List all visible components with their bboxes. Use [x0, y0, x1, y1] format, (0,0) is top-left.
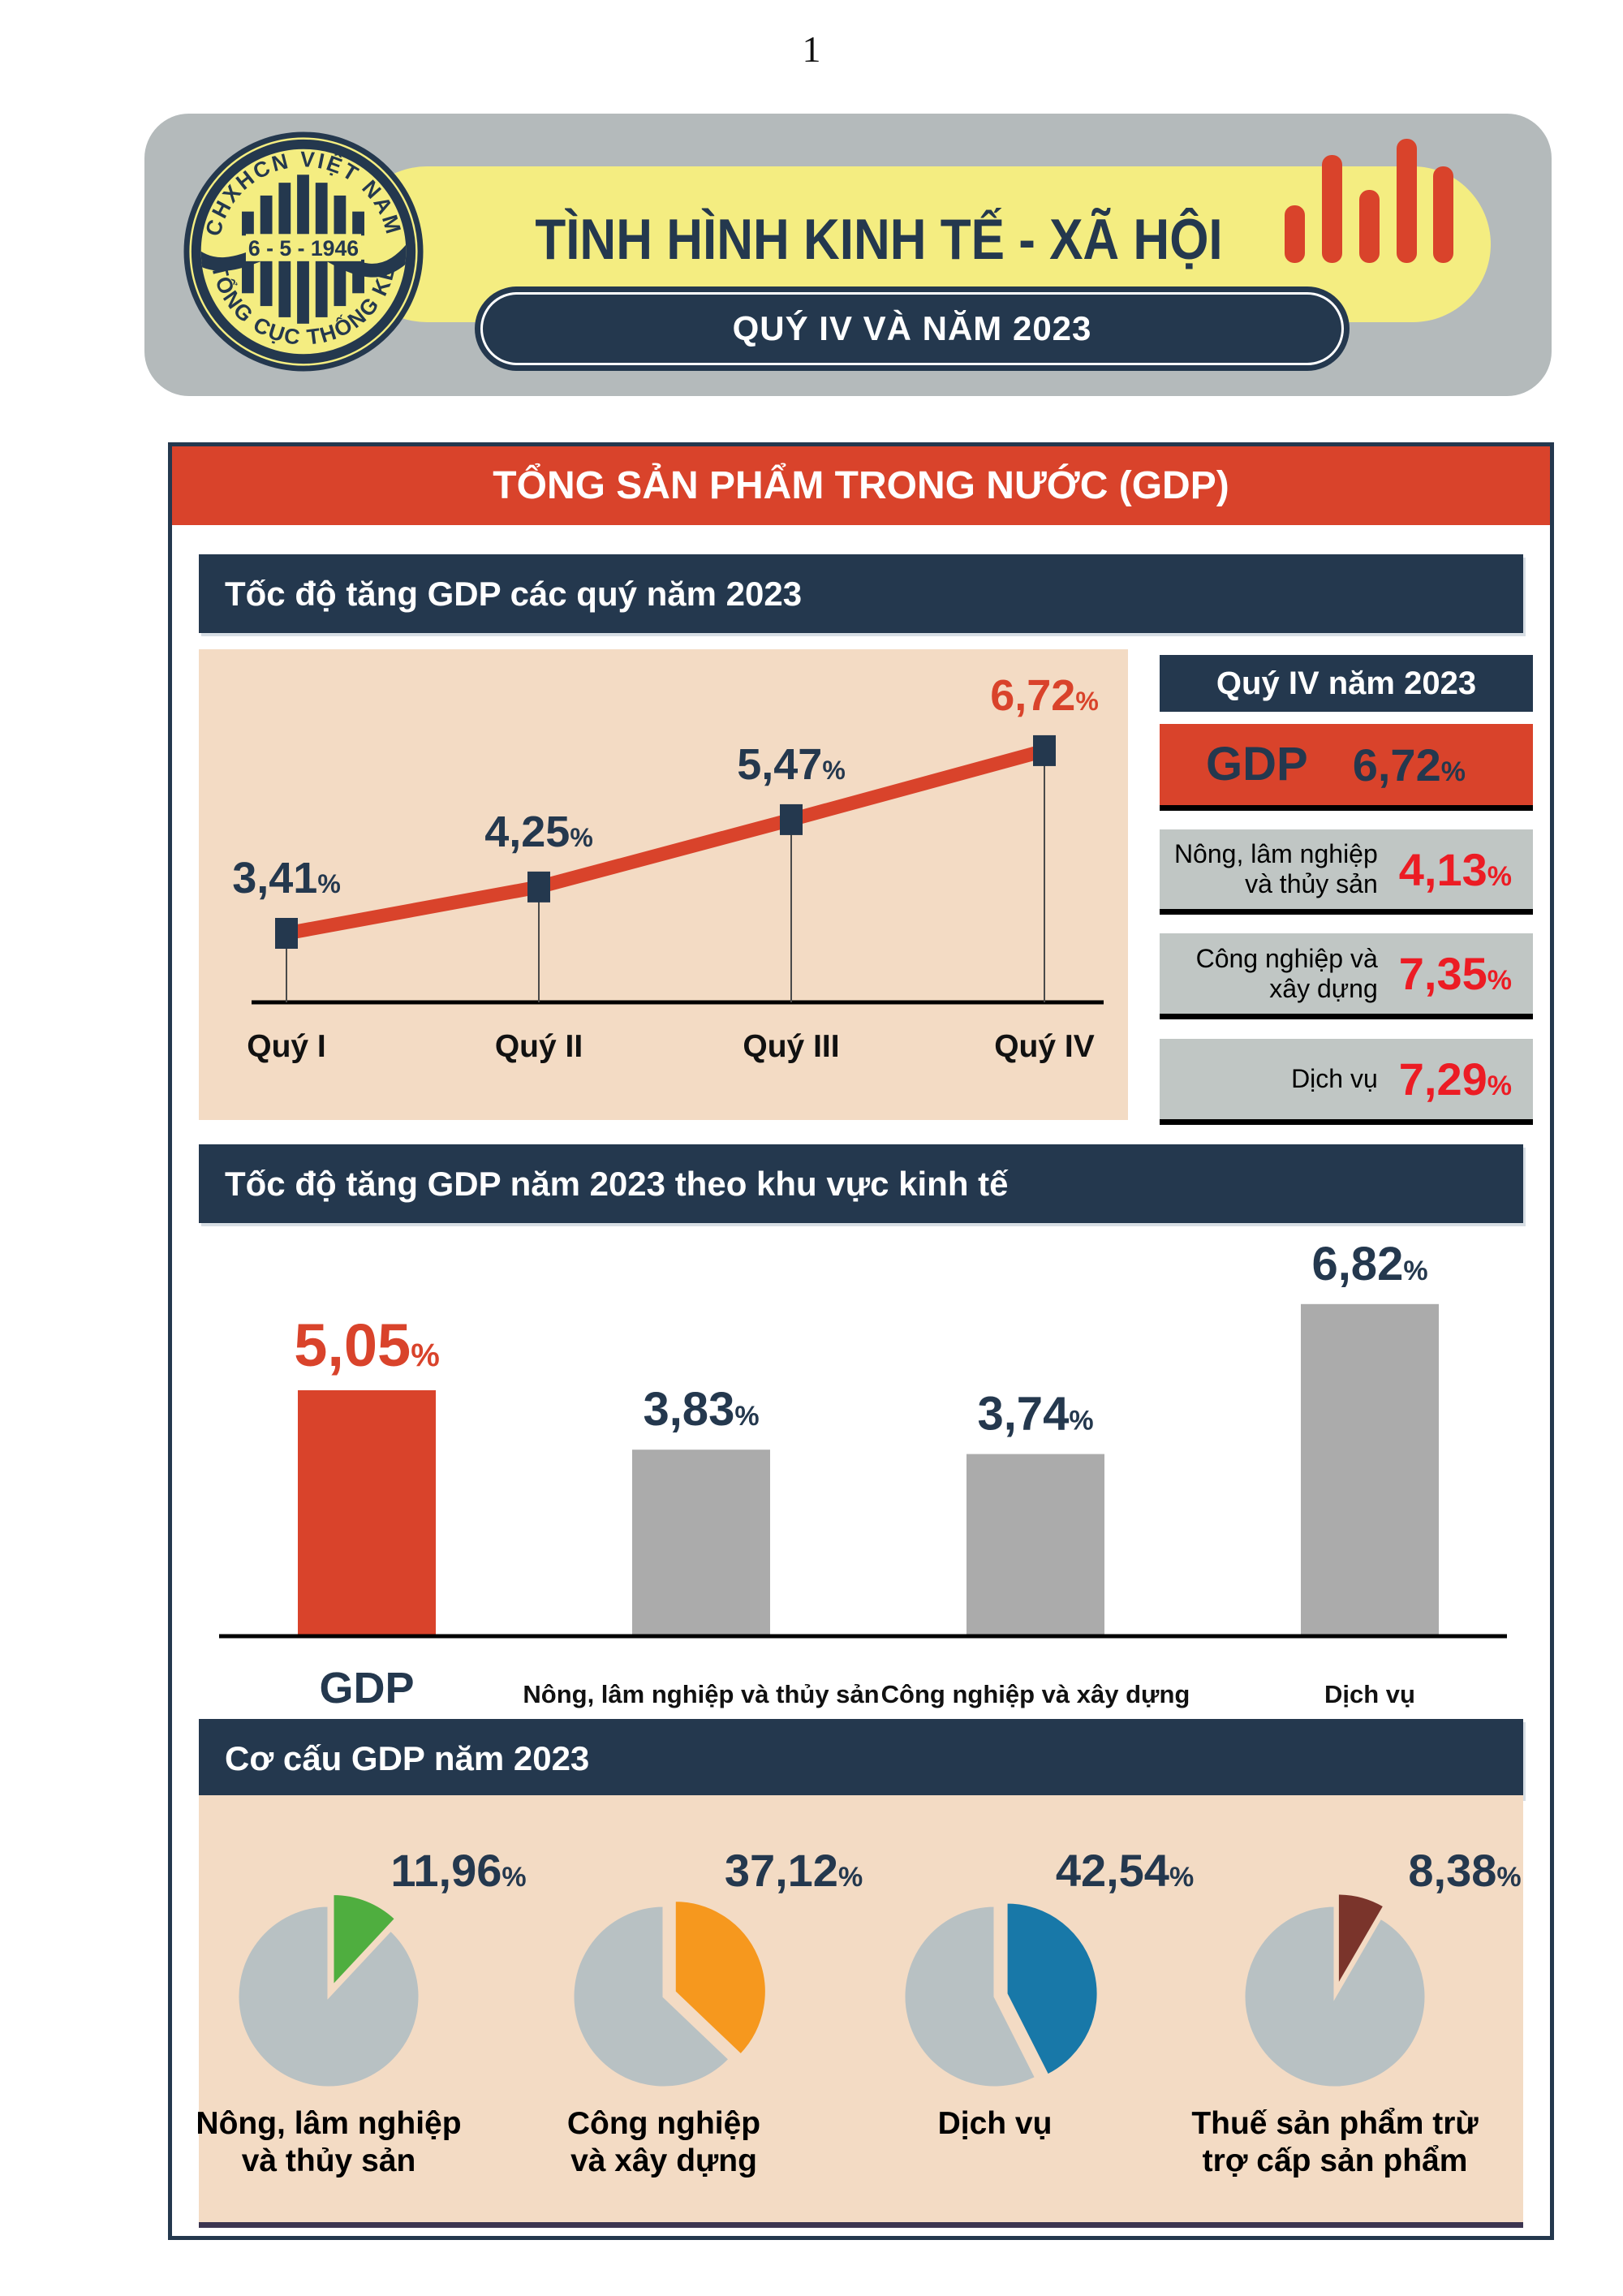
bar	[1301, 1303, 1439, 1636]
stat-label: Công nghiệp và xây dựng	[1195, 943, 1378, 1003]
pie-unit: %	[837, 1862, 863, 1893]
value-label: 6,72%	[990, 671, 1099, 720]
pie-taxes	[1242, 1893, 1427, 2089]
pie-category-label: Dịch vụ	[937, 2106, 1053, 2141]
bar-category-label: GDP	[319, 1664, 414, 1712]
bar-chart-svg: 5,05% GDP 3,83% Nông, lâm nghiệp và thủy sả…	[219, 1238, 1507, 1712]
stat-value: 4,13	[1398, 843, 1487, 895]
stat-label: GDP	[1206, 737, 1308, 790]
bar-value-label: 5,05%	[294, 1312, 440, 1379]
section-title-gdp-by-sector: Tốc độ tăng GDP năm 2023 theo khu vực ki…	[199, 1144, 1523, 1223]
pie-value: 37,12	[724, 1845, 838, 1896]
stat-value: 7,29	[1398, 1053, 1487, 1105]
pie-value: 42,54	[1055, 1845, 1169, 1896]
section-title-gdp-structure: Cơ cấu GDP năm 2023	[199, 1719, 1523, 1798]
stat-unit: %	[1487, 1070, 1512, 1101]
value-label: 3,41%	[232, 854, 341, 902]
pie-services	[902, 1902, 1099, 2089]
period-badge-ring	[480, 292, 1344, 365]
bar-value-label: 3,83%	[643, 1383, 759, 1436]
stat-value: 7,35	[1398, 948, 1487, 999]
bar-value-label: 6,82%	[1311, 1238, 1427, 1290]
value-label: 5,47%	[737, 740, 846, 789]
stat-unit: %	[1487, 965, 1512, 996]
sector-gdp-bar-chart: 5,05% GDP 3,83% Nông, lâm nghiệp và thủy sả…	[172, 1226, 1550, 1745]
pie-unit: %	[1496, 1862, 1522, 1893]
header-banner: CHXHCN VIỆT NAM TỔNG CỤC THỐNG KÊ	[144, 114, 1552, 396]
bar	[298, 1390, 436, 1636]
quarter-panel-title: Quý IV năm 2023	[1160, 655, 1533, 712]
bar-category-label: Dịch vụ	[1324, 1680, 1415, 1708]
bar-category-label: Công nghiệp và xây dựng	[881, 1680, 1190, 1708]
period-badge-label: QUÝ IV VÀ NĂM 2023	[732, 309, 1092, 347]
pie-slice	[1005, 1902, 1099, 2076]
page-number: 1	[802, 28, 821, 70]
period-badge: QUÝ IV VÀ NĂM 2023	[475, 286, 1350, 371]
bar-value-label: 3,74%	[977, 1388, 1093, 1441]
pie-category-label: Thuế sản phẩm trừ trợ cấp sản phẩm	[1191, 2106, 1479, 2179]
logo-emblem: 6 - 5 - 1946	[200, 174, 407, 324]
x-tick-label: Quý IV	[994, 1029, 1095, 1064]
logo-date-text: 6 - 5 - 1946	[248, 236, 359, 261]
pie-value: 8,38	[1408, 1845, 1497, 1896]
pie-slice	[1337, 1893, 1385, 1988]
x-tick-label: Quý I	[247, 1029, 326, 1064]
bar	[966, 1454, 1104, 1636]
gdp-trend-line	[285, 743, 1047, 941]
data-marker	[527, 871, 550, 902]
data-marker	[780, 803, 803, 835]
line-chart-svg: 3,41% 4,25% 5,47% 6,72% Quý I Quý II Quý III Qu…	[232, 671, 1104, 1064]
stat-row-agriculture: Nông, lâm nghiệp và thủy sản 4,13%	[1160, 829, 1533, 915]
gso-logo: CHXHCN VIỆT NAM TỔNG CỤC THỐNG KÊ	[183, 131, 424, 372]
pie-rest	[1242, 1904, 1427, 2089]
data-marker	[1033, 734, 1056, 766]
stat-row-services: Dịch vụ 7,29%	[1160, 1039, 1533, 1125]
pie-value: 11,96	[390, 1845, 502, 1896]
pie-unit: %	[1169, 1862, 1195, 1893]
pie-category-label: Nông, lâm nghiệp và thủy sản	[196, 2106, 462, 2179]
bar-category-label: Nông, lâm nghiệp và thủy sản	[523, 1680, 879, 1708]
gdp-structure-panel: 11,96% 37,12% 42,54% 8,38% Nông, lâm ngh…	[196, 1795, 1523, 2222]
stat-label: Dịch vụ	[1291, 1064, 1378, 1094]
gdp-report-box: TỔNG SẢN PHẨM TRONG NƯỚC (GDP) Tốc độ tă…	[168, 442, 1554, 2240]
stat-row-gdp: GDP 6,72%	[1160, 724, 1533, 811]
section-title-quarterly-gdp: Tốc độ tăng GDP các quý năm 2023	[199, 554, 1523, 633]
pie-unit: %	[502, 1862, 527, 1893]
value-label: 4,25%	[484, 808, 593, 856]
stat-unit: %	[1487, 860, 1512, 892]
pie-rest	[236, 1904, 421, 2089]
pie-slice	[674, 1900, 767, 2056]
pie-industry	[571, 1900, 767, 2089]
data-marker	[275, 918, 298, 949]
pie-category-label: Công nghiệp và xây dựng	[566, 2106, 761, 2179]
stat-unit: %	[1440, 756, 1466, 787]
x-tick-label: Quý III	[743, 1029, 839, 1064]
bottom-divider	[199, 2222, 1523, 2228]
main-section-banner: TỔNG SẢN PHẨM TRONG NƯỚC (GDP)	[172, 446, 1550, 525]
pie-slice	[332, 1893, 397, 1988]
pie-rest	[571, 1904, 732, 2089]
bar-chart-icon	[1285, 139, 1453, 263]
stat-row-industry: Công nghiệp và xây dựng 7,35%	[1160, 933, 1533, 1019]
pie-agriculture	[236, 1893, 421, 2089]
quarterly-gdp-line-chart: 3,41% 4,25% 5,47% 6,72% Quý I Quý II Quý III Qu…	[199, 649, 1128, 1120]
stat-value: 6,72	[1352, 739, 1441, 790]
report-title: TÌNH HÌNH KINH TẾ - XÃ HỘI	[535, 207, 1223, 272]
bar	[632, 1450, 770, 1636]
pie-rest	[902, 1904, 1038, 2089]
x-tick-label: Quý II	[495, 1029, 583, 1064]
stat-label: Nông, lâm nghiệp và thủy sản	[1173, 839, 1378, 898]
